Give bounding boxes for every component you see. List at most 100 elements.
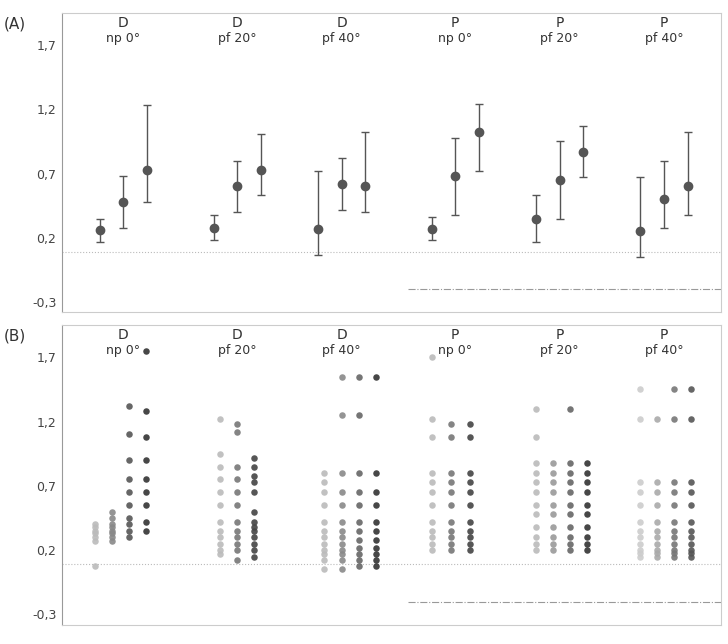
Point	[214, 538, 226, 549]
Point	[353, 487, 365, 497]
Point	[248, 538, 260, 549]
Point	[634, 500, 646, 510]
Point	[445, 432, 456, 442]
Point	[214, 500, 226, 510]
Point	[90, 560, 101, 571]
Point	[445, 500, 456, 510]
Point	[353, 410, 365, 421]
Point	[668, 414, 680, 424]
Point	[353, 555, 365, 565]
Point	[581, 458, 593, 468]
Point	[353, 535, 365, 545]
Point	[106, 526, 118, 536]
Point	[123, 401, 135, 412]
Point	[214, 474, 226, 484]
Point	[530, 432, 542, 442]
Point	[686, 487, 697, 497]
Point	[547, 500, 559, 510]
Point	[464, 538, 475, 549]
Point	[214, 549, 226, 559]
Point	[248, 487, 260, 497]
Point	[90, 522, 101, 532]
Point	[634, 477, 646, 487]
Point	[581, 487, 593, 497]
Point	[686, 516, 697, 527]
Point	[464, 487, 475, 497]
Point	[90, 536, 101, 546]
Text: pf 20°: pf 20°	[218, 345, 256, 357]
Point	[581, 522, 593, 532]
Text: P: P	[451, 15, 459, 30]
Point	[445, 545, 456, 555]
Point	[319, 538, 331, 549]
Point	[232, 538, 243, 549]
Point	[464, 419, 475, 430]
Point	[634, 516, 646, 527]
Point	[319, 532, 331, 542]
Point	[464, 432, 475, 442]
Point	[530, 538, 542, 549]
Point	[232, 427, 243, 437]
Point	[336, 487, 347, 497]
Point	[141, 432, 152, 442]
Point	[214, 532, 226, 542]
Point	[353, 468, 365, 478]
Point	[668, 532, 680, 542]
Point	[141, 346, 152, 356]
Point	[336, 549, 347, 559]
Point	[652, 532, 663, 542]
Point	[370, 555, 381, 565]
Point	[90, 526, 101, 536]
Point	[336, 526, 347, 536]
Point	[652, 516, 663, 527]
Point	[426, 352, 438, 363]
Point	[336, 564, 347, 574]
Point	[232, 474, 243, 484]
Point	[634, 526, 646, 536]
Point	[686, 532, 697, 542]
Point	[214, 414, 226, 424]
Text: pf 40°: pf 40°	[644, 32, 683, 45]
Point	[581, 468, 593, 478]
Point	[336, 532, 347, 542]
Text: pf 40°: pf 40°	[644, 345, 683, 357]
Point	[106, 519, 118, 529]
Point	[353, 560, 365, 571]
Point	[106, 532, 118, 542]
Point	[581, 477, 593, 487]
Point	[232, 462, 243, 472]
Point	[445, 468, 456, 478]
Point	[530, 458, 542, 468]
Point	[123, 532, 135, 542]
Point	[106, 528, 118, 538]
Point	[319, 500, 331, 510]
Point	[634, 532, 646, 542]
Point	[353, 500, 365, 510]
Point	[370, 560, 381, 571]
Point	[464, 468, 475, 478]
Text: np 0°: np 0°	[106, 345, 141, 357]
Point	[426, 432, 438, 442]
Point	[686, 526, 697, 536]
Point	[141, 455, 152, 466]
Point	[123, 513, 135, 523]
Text: pf 20°: pf 20°	[540, 32, 579, 45]
Point	[686, 500, 697, 510]
Point	[634, 384, 646, 395]
Point	[564, 532, 576, 542]
Point	[668, 538, 680, 549]
Point	[445, 419, 456, 430]
Point	[214, 487, 226, 497]
Point	[336, 500, 347, 510]
Point	[232, 526, 243, 536]
Point	[123, 430, 135, 440]
Point	[547, 532, 559, 542]
Point	[564, 500, 576, 510]
Text: P: P	[555, 328, 563, 342]
Point	[652, 526, 663, 536]
Point	[248, 545, 260, 555]
Text: pf 20°: pf 20°	[218, 32, 256, 45]
Point	[668, 477, 680, 487]
Point	[581, 532, 593, 542]
Point	[426, 477, 438, 487]
